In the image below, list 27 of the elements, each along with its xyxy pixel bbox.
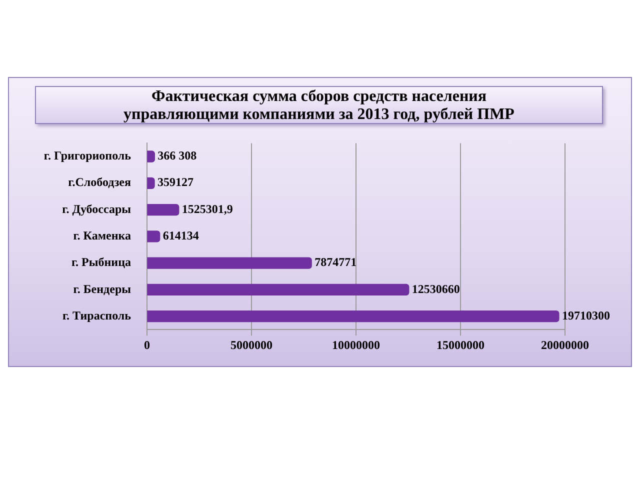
x-tick-label: 5000000 (230, 338, 272, 352)
bar (147, 284, 410, 296)
data-label: 12530660 (412, 282, 460, 296)
data-label: 7874771 (314, 255, 357, 270)
bar (147, 204, 180, 216)
x-tick-label: 15000000 (436, 338, 484, 352)
y-tick-label: г. Бендеры (73, 282, 132, 296)
y-tick-label: г. Григориополь (44, 148, 132, 163)
y-tick-label: г. Рыбница (71, 255, 131, 270)
data-label: 366 308 (158, 148, 197, 163)
bar (147, 257, 312, 269)
bar (147, 310, 560, 322)
x-tick-label: 0 (144, 338, 150, 352)
data-label: 19710300 (562, 308, 610, 322)
data-label: 359127 (158, 175, 194, 190)
y-tick-label: г. Каменка (73, 228, 131, 242)
bar (147, 150, 155, 162)
chart-title: Фактическая сумма сборов средств населения управляющими компаниями за 2013 год, рублей ПМР (35, 86, 603, 124)
bar (147, 177, 155, 189)
data-label: 614134 (162, 228, 199, 242)
data-label: 1525301,9 (182, 202, 233, 216)
bar (147, 230, 160, 242)
x-tick-label: 10000000 (332, 338, 380, 352)
x-tick-label: 20000000 (541, 338, 589, 352)
y-tick-label: г.Слободзея (68, 175, 132, 190)
y-tick-label: г. Тирасполь (62, 308, 132, 322)
y-tick-label: г. Дубоссары (62, 202, 132, 216)
